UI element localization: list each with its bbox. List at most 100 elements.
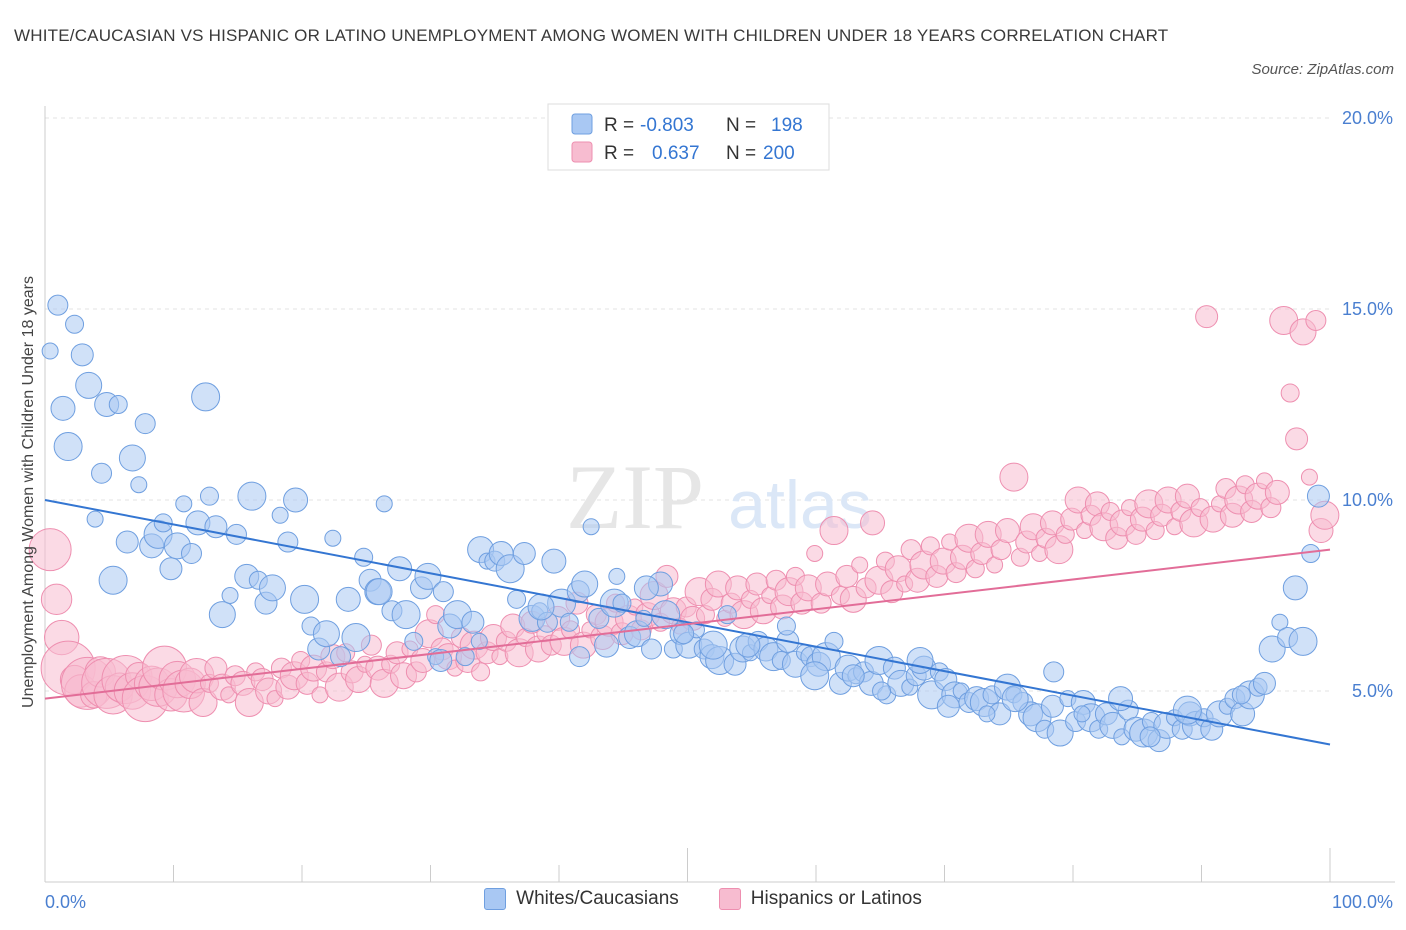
- y-tick-label-3: 20.0%: [1342, 108, 1393, 128]
- white-point-46: [354, 547, 374, 567]
- white-point-166: [1252, 671, 1276, 695]
- hispanic-point-67: [471, 662, 491, 682]
- white-point-11: [108, 395, 128, 414]
- white-point-193: [872, 681, 892, 701]
- white-point-74: [559, 612, 579, 632]
- white-point-188: [527, 593, 555, 621]
- white-point-196: [1073, 705, 1091, 723]
- white-point-0: [41, 342, 59, 360]
- legend-r-label-blue: R =: [604, 115, 634, 136]
- whites-swatch: [484, 888, 507, 910]
- chart-title: WHITE/CAUCASIAN VS HISPANIC OR LATINO UN…: [14, 26, 1169, 45]
- legend-swatch-blue: [571, 113, 593, 135]
- hispanic-point-180: [1195, 305, 1219, 329]
- white-point-31: [237, 481, 267, 511]
- legend-item-hispanics: Hispanics or Latinos: [718, 888, 922, 910]
- hispanic-point-193: [1280, 383, 1300, 403]
- white-point-197: [1139, 726, 1161, 748]
- white-point-1: [47, 294, 69, 316]
- white-point-52: [391, 600, 421, 630]
- white-point-22: [180, 542, 202, 564]
- white-point-36: [277, 531, 299, 553]
- white-point-187: [429, 648, 453, 672]
- hispanics-swatch: [718, 888, 741, 910]
- x-tick-labels: 0.0% 100.0%: [45, 892, 1393, 912]
- white-point-57: [432, 581, 454, 603]
- white-point-194: [936, 694, 960, 718]
- white-point-175: [470, 632, 488, 650]
- white-point-37: [283, 487, 309, 513]
- legend-r-value-blue: -0.803: [640, 115, 694, 136]
- white-point-35: [271, 506, 289, 524]
- white-point-13: [118, 444, 146, 472]
- axes: [44, 106, 1395, 883]
- hispanic-point-128: [860, 510, 886, 536]
- legend-r-label-pink: R =: [604, 143, 634, 164]
- white-point-49: [375, 495, 393, 513]
- white-point-179: [776, 616, 796, 636]
- white-point-43: [330, 646, 352, 668]
- white-point-61: [461, 610, 485, 634]
- x-tick-label-0: 0.0%: [45, 892, 86, 912]
- white-point-67: [507, 589, 527, 609]
- x-tick-label-1: 100.0%: [1332, 892, 1393, 912]
- white-point-25: [199, 486, 219, 506]
- white-point-8: [91, 462, 113, 484]
- white-point-180: [841, 664, 865, 688]
- hispanic-point-122: [819, 516, 849, 546]
- white-point-10: [98, 565, 128, 595]
- white-trend-line: [44, 499, 1331, 746]
- white-point-21: [175, 495, 193, 513]
- white-point-60: [455, 647, 475, 667]
- hispanics-label: Hispanics or Latinos: [750, 888, 922, 909]
- legend-r-value-pink: 0.637: [652, 143, 700, 164]
- white-point-5: [70, 343, 94, 367]
- hispanic-point-196: [1300, 468, 1318, 486]
- white-point-190: [673, 623, 695, 645]
- hispanic-point-149: [994, 518, 1020, 544]
- white-point-174: [365, 578, 393, 606]
- white-point-78: [588, 607, 610, 629]
- white-point-138: [1040, 694, 1064, 718]
- white-point-183: [1043, 661, 1065, 683]
- white-point-72: [541, 548, 567, 574]
- white-point-55: [414, 562, 442, 590]
- hispanic-point-0: [28, 528, 72, 572]
- white-point-42: [324, 529, 342, 547]
- y-axis-label: Unemployment Among Women with Children U…: [20, 276, 37, 708]
- white-point-44: [335, 586, 361, 612]
- white-point-4: [65, 314, 85, 334]
- white-point-3: [53, 432, 83, 462]
- white-point-85: [641, 638, 663, 660]
- hispanic-point-137: [920, 536, 940, 556]
- hispanic-point-194: [1285, 427, 1309, 451]
- white-point-168: [1271, 613, 1289, 631]
- white-point-182: [978, 705, 996, 723]
- white-point-7: [86, 510, 104, 528]
- hispanic-point-197: [1305, 309, 1327, 331]
- white-point-177: [633, 575, 659, 601]
- white-point-181: [906, 646, 934, 674]
- hispanic-point-126: [851, 556, 869, 574]
- white-point-53: [404, 631, 424, 651]
- legend-item-whites: Whites/Caucasians: [484, 888, 679, 910]
- y-tick-label-2: 15.0%: [1342, 299, 1393, 319]
- white-point-195: [1001, 685, 1029, 713]
- correlation-legend: R = -0.803 N = 198 R = 0.637 N = 200: [547, 103, 830, 171]
- white-point-68: [512, 541, 536, 565]
- white-point-186: [1231, 685, 1251, 705]
- hispanic-point-124: [835, 564, 859, 588]
- series-legend: Whites/Caucasians Hispanics or Latinos: [0, 888, 1406, 910]
- white-point-14: [130, 476, 148, 494]
- hispanic-trend-line: [44, 548, 1331, 700]
- source-label: Source: ZipAtlas.com: [1251, 61, 1394, 78]
- white-point-189: [608, 567, 626, 585]
- hispanic-point-191: [1264, 479, 1290, 505]
- white-point-12: [115, 530, 139, 554]
- white-point-171: [1288, 626, 1318, 656]
- white-point-191: [735, 632, 761, 658]
- white-point-173: [1306, 484, 1330, 508]
- white-point-19: [159, 557, 183, 581]
- y-tick-labels: 5.0% 10.0% 15.0% 20.0%: [1342, 108, 1393, 701]
- white-point-41: [312, 620, 340, 648]
